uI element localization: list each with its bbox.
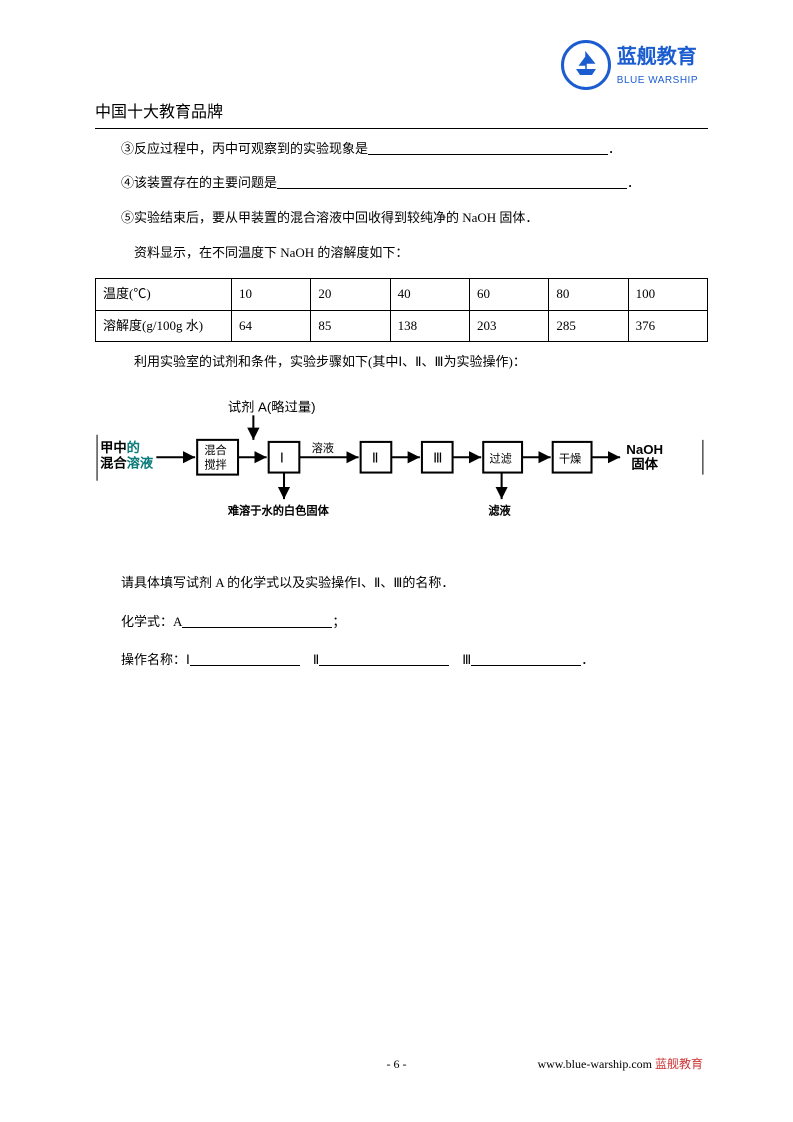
flow-top-label: 试剂 A(略过量) <box>228 399 316 414</box>
svg-text:难溶于水的白色固体: 难溶于水的白色固体 <box>227 504 330 518</box>
blank-input[interactable] <box>277 188 627 189</box>
table-cell: 80 <box>549 278 628 310</box>
svg-text:搅拌: 搅拌 <box>204 458 226 472</box>
svg-text:Ⅲ: Ⅲ <box>433 451 442 466</box>
table-cell: 温度(℃) <box>96 278 232 310</box>
svg-text:混合: 混合 <box>204 443 226 457</box>
svg-text:干燥: 干燥 <box>559 453 581 466</box>
logo-text-en: BLUE WARSHIP <box>617 73 698 89</box>
table-cell: 138 <box>390 310 469 342</box>
q4-text: ④该装置存在的主要问题是 <box>121 175 277 190</box>
ship-icon <box>561 40 611 90</box>
blank-input[interactable] <box>471 665 581 666</box>
table-cell: 64 <box>232 310 311 342</box>
table-cell: 40 <box>390 278 469 310</box>
table-cell: 溶解度(g/100g 水) <box>96 310 232 342</box>
question-5: ⑤实验结束后，要从甲装置的混合溶液中回收得到较纯净的 NaOH 固体． <box>95 208 708 229</box>
table-cell: 60 <box>469 278 548 310</box>
logo-text-cn: 蓝舰教育 <box>617 41 698 73</box>
solubility-table: 温度(℃) 10 20 40 60 80 100 溶解度(g/100g 水) 6… <box>95 278 708 343</box>
table-row: 溶解度(g/100g 水) 64 85 138 203 285 376 <box>96 310 708 342</box>
table-cell: 203 <box>469 310 548 342</box>
q4-suffix: ． <box>627 175 640 190</box>
table-cell: 285 <box>549 310 628 342</box>
q3-suffix: ． <box>608 141 621 156</box>
svg-text:固体: 固体 <box>631 456 658 472</box>
blank-input[interactable] <box>190 665 300 666</box>
blank-input[interactable] <box>368 154 608 155</box>
page-title: 中国十大教育品牌 <box>95 100 223 126</box>
q5-subtext: 资料显示，在不同温度下 NaOH 的溶解度如下： <box>95 243 708 264</box>
header-divider <box>95 128 708 129</box>
table-row: 温度(℃) 10 20 40 60 80 100 <box>96 278 708 310</box>
flow-caption: 利用实验室的试剂和条件，实验步骤如下(其中Ⅰ、Ⅱ、Ⅲ为实验操作)： <box>95 352 708 373</box>
logo: 蓝舰教育 BLUE WARSHIP <box>561 40 698 90</box>
fill-prompt: 请具体填写试剂 A 的化学式以及实验操作Ⅰ、Ⅱ、Ⅲ的名称． <box>95 573 708 594</box>
svg-text:Ⅱ: Ⅱ <box>372 451 379 466</box>
question-3: ③反应过程中，丙中可观察到的实验现象是 ． <box>95 139 708 160</box>
fill-operations: 操作名称：Ⅰ Ⅱ Ⅲ． <box>95 650 708 671</box>
table-cell: 20 <box>311 278 390 310</box>
q3-text: ③反应过程中，丙中可观察到的实验现象是 <box>121 141 368 156</box>
flowchart: 试剂 A(略过量) 甲中的 混合溶液 混合 搅拌 Ⅰ 溶液 Ⅱ Ⅲ 过滤 干燥 … <box>95 389 708 559</box>
table-cell: 376 <box>628 310 707 342</box>
svg-text:甲中的: 甲中的 <box>100 439 140 455</box>
blank-input[interactable] <box>319 665 449 666</box>
table-cell: 85 <box>311 310 390 342</box>
svg-text:Ⅰ: Ⅰ <box>280 451 284 466</box>
footer-brand: www.blue-warship.com 蓝舰教育 <box>537 1055 703 1074</box>
svg-text:NaOH: NaOH <box>626 442 663 457</box>
svg-text:溶液: 溶液 <box>312 441 334 455</box>
table-cell: 100 <box>628 278 707 310</box>
svg-text:滤液: 滤液 <box>488 504 511 518</box>
blank-input[interactable] <box>182 627 332 628</box>
fill-formula: 化学式：A； <box>95 612 708 633</box>
page-header: 蓝舰教育 BLUE WARSHIP 中国十大教育品牌 <box>95 60 708 129</box>
svg-text:混合溶液: 混合溶液 <box>100 455 154 471</box>
table-cell: 10 <box>232 278 311 310</box>
svg-text:过滤: 过滤 <box>489 453 511 466</box>
question-4: ④该装置存在的主要问题是 ． <box>95 173 708 194</box>
